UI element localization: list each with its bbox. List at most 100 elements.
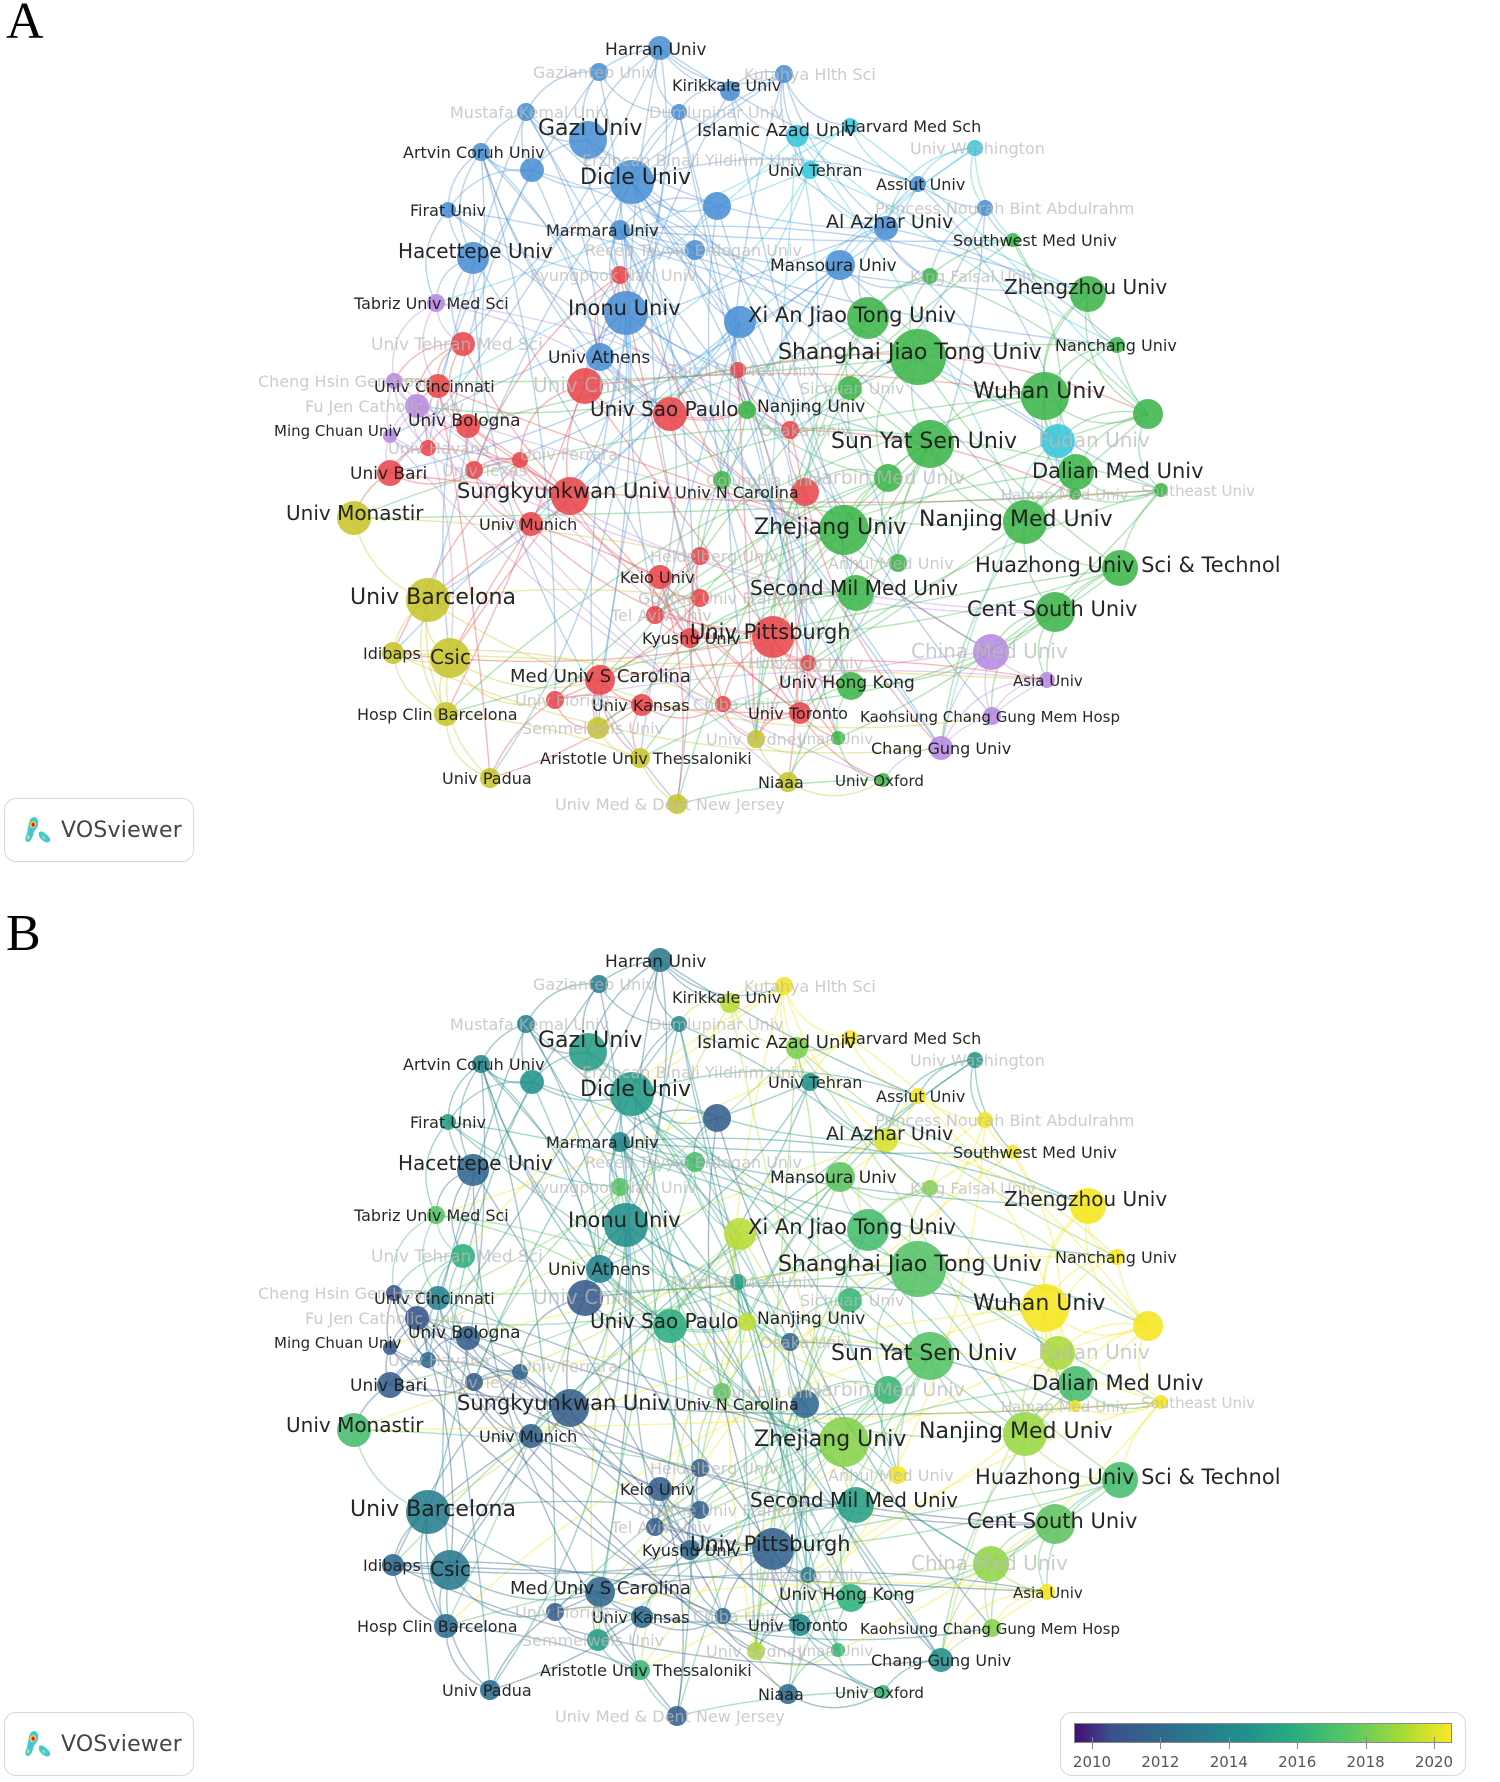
institution-node[interactable] [337, 1413, 371, 1447]
institution-node[interactable] [517, 103, 535, 121]
institution-node[interactable] [585, 1577, 615, 1607]
institution-node[interactable] [551, 1389, 589, 1427]
institution-label[interactable]: Harvard Med Sch [844, 117, 981, 136]
institution-node[interactable] [383, 429, 397, 443]
institution-node[interactable] [520, 158, 544, 182]
institution-node[interactable] [713, 1383, 731, 1401]
institution-node[interactable] [519, 512, 543, 536]
institution-label[interactable]: Univ Chile [533, 373, 634, 397]
institution-label[interactable]: Harran Univ [605, 952, 706, 972]
institution-node[interactable] [465, 1373, 483, 1391]
institution-node[interactable] [847, 297, 889, 339]
institution-label[interactable]: Sichuan Univ [800, 1291, 904, 1310]
institution-label[interactable]: Marmara Univ [546, 221, 659, 240]
institution-label[interactable]: Wuhan Univ [973, 1291, 1105, 1316]
institution-node[interactable] [801, 161, 819, 179]
institution-label[interactable]: Univ Kansas [592, 696, 689, 715]
institution-node[interactable] [752, 1528, 794, 1570]
institution-label[interactable]: Gaziantep Univ [533, 975, 655, 994]
institution-node[interactable] [825, 250, 855, 280]
network-graph-b[interactable]: Harran Univ Gaziantep Univ Kutahya Hlth Sc… [0, 912, 1500, 1782]
institution-node[interactable] [1041, 1336, 1075, 1370]
institution-label[interactable]: Univ Toronto [748, 1616, 848, 1635]
institution-node[interactable] [406, 1490, 450, 1534]
institution-label[interactable]: Med Univ S Carolina [510, 1578, 691, 1599]
institution-label[interactable]: Idibaps [363, 644, 421, 663]
institution-label[interactable]: Univ Bari [350, 464, 427, 484]
institution-node[interactable] [440, 202, 456, 218]
institution-node[interactable] [456, 414, 480, 438]
institution-node[interactable] [427, 294, 445, 312]
institution-node[interactable] [405, 1306, 429, 1330]
institution-node[interactable] [837, 672, 865, 700]
institution-node[interactable] [1006, 1145, 1020, 1159]
institution-label[interactable]: Shanghai Jiao Tong Univ [778, 340, 1042, 365]
institution-label[interactable]: Harbin Med Univ [807, 1379, 965, 1401]
institution-node[interactable] [653, 1309, 687, 1343]
institution-node[interactable] [383, 1341, 397, 1355]
institution-node[interactable] [685, 1152, 705, 1172]
institution-label[interactable]: Wuhan Univ [973, 379, 1105, 404]
institution-node[interactable] [685, 240, 705, 260]
institution-label[interactable]: Goethe Univ Frankfurt [638, 589, 815, 608]
institution-node[interactable] [546, 1603, 564, 1621]
institution-node[interactable] [569, 1033, 607, 1071]
institution-label[interactable]: Tel Aviv Univ [610, 606, 712, 625]
institution-label[interactable]: Kirikkale Univ [672, 76, 781, 95]
institution-node[interactable] [585, 665, 615, 695]
institution-label[interactable]: Hokkaido Univ [748, 654, 863, 673]
institution-node[interactable] [1035, 592, 1075, 632]
institution-node[interactable] [967, 1052, 983, 1068]
institution-label[interactable]: Second Mil Med Univ [750, 1488, 958, 1512]
institution-label[interactable]: Anhui Med Univ [828, 554, 954, 573]
institution-label[interactable]: Sun Yat Sen Univ [831, 1341, 1017, 1366]
institution-node[interactable] [703, 1104, 731, 1132]
institution-node[interactable] [405, 394, 429, 418]
institution-label[interactable]: Columbia Univ [706, 1383, 822, 1402]
institution-node[interactable] [610, 1132, 630, 1152]
institution-node[interactable] [631, 694, 653, 716]
institution-node[interactable] [724, 306, 756, 338]
institution-label[interactable]: Osaka Univ [760, 421, 850, 440]
institution-node[interactable] [747, 730, 765, 748]
institution-node[interactable] [512, 1364, 528, 1380]
institution-label[interactable]: Hacettepe Univ [398, 1151, 553, 1175]
institution-node[interactable] [653, 397, 687, 431]
institution-node[interactable] [551, 477, 589, 515]
institution-node[interactable] [377, 1372, 403, 1398]
institution-label[interactable]: Southwest Med Univ [953, 1143, 1117, 1162]
institution-node[interactable] [1006, 233, 1020, 247]
institution-node[interactable] [973, 634, 1009, 670]
institution-label[interactable]: Univ N Carolina [675, 483, 799, 502]
institution-label[interactable]: Third Mil Med Univ [667, 361, 816, 380]
institution-label[interactable]: Heidelberg Univ [650, 547, 778, 566]
institution-label[interactable]: Keio Univ [620, 568, 695, 587]
institution-label[interactable]: Univ Sydney [706, 1642, 806, 1661]
institution-label[interactable]: Nanjing Univ [757, 397, 865, 417]
institution-node[interactable] [667, 1706, 687, 1726]
institution-label[interactable]: Mansoura Univ [770, 1168, 897, 1188]
institution-node[interactable] [1069, 1400, 1081, 1412]
institution-node[interactable] [457, 1154, 489, 1186]
institution-label[interactable]: Univ Ferrara [520, 445, 618, 464]
institution-node[interactable] [791, 1390, 819, 1418]
institution-label[interactable]: Kyushu Univ [642, 1541, 740, 1560]
institution-node[interactable] [715, 696, 731, 712]
institution-node[interactable] [456, 1326, 480, 1350]
institution-node[interactable] [876, 773, 890, 787]
institution-node[interactable] [680, 628, 700, 648]
institution-label[interactable]: Jinan Univ [797, 1642, 873, 1660]
institution-label[interactable]: Fudan Univ [1038, 1340, 1150, 1364]
institution-label[interactable]: Tabriz Univ Med Sci [353, 294, 509, 313]
institution-label[interactable]: Nanchang Univ [1055, 336, 1177, 355]
institution-node[interactable] [472, 1055, 490, 1073]
institution-node[interactable] [800, 655, 816, 671]
vosviewer-badge[interactable]: VOSviewer [4, 798, 194, 862]
institution-node[interactable] [1041, 424, 1075, 458]
institution-label[interactable]: Osaka Univ [760, 1333, 850, 1352]
institution-label[interactable]: Inonu Univ [568, 296, 681, 320]
institution-label[interactable]: Heidelberg Univ [650, 1459, 778, 1478]
institution-label[interactable]: Nanchang Univ [1055, 1248, 1177, 1267]
institution-label[interactable]: Univ Texas [442, 461, 527, 480]
institution-label[interactable]: Kyungpook Natl Univ [530, 266, 697, 285]
